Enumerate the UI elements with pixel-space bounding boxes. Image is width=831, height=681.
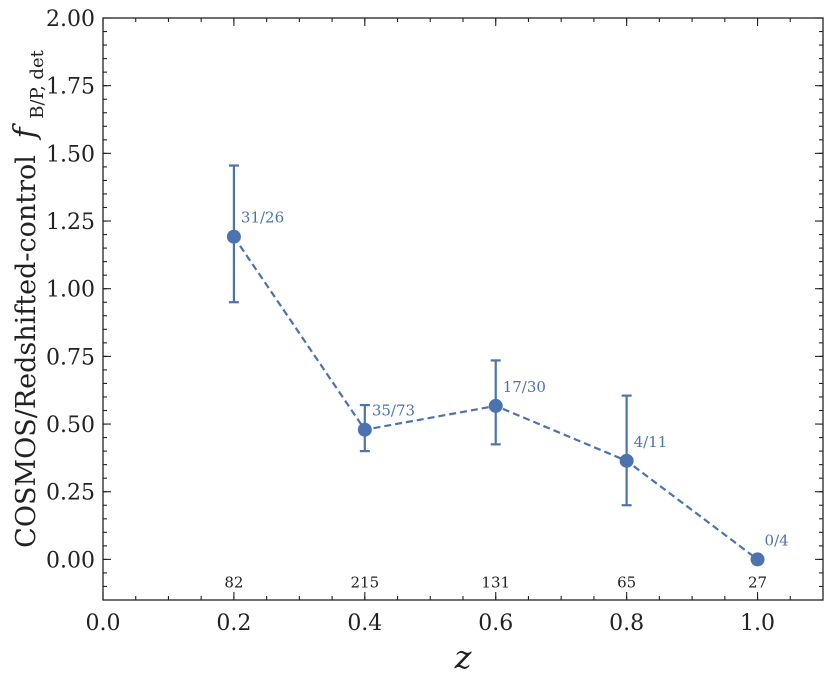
x-tick-label: 0.2 bbox=[216, 611, 251, 636]
point-label: 17/30 bbox=[503, 378, 546, 396]
y-tick-label: 1.25 bbox=[46, 210, 95, 235]
count-label: 82 bbox=[224, 573, 243, 591]
y-tick-label: 1.75 bbox=[46, 75, 95, 100]
x-tick-label: 0.0 bbox=[86, 611, 121, 636]
y-axis-label-symbol: f bbox=[8, 122, 43, 140]
data-point bbox=[226, 229, 241, 244]
data-point bbox=[750, 552, 765, 567]
count-label: 27 bbox=[748, 573, 767, 591]
point-label: 0/4 bbox=[765, 531, 789, 549]
count-label: 215 bbox=[350, 573, 379, 591]
count-label: 65 bbox=[617, 573, 636, 591]
y-tick-label: 0.75 bbox=[46, 345, 95, 370]
y-tick-label: 0.25 bbox=[46, 481, 95, 506]
plot-area: 0.0 0.2 0.4 0.6 0.8 1.0 0.00 0.25 0.50 0.75 1.00 1.… bbox=[46, 7, 823, 636]
y-axis-label: COSMOS/Redshifted-control f B/P, det bbox=[8, 49, 48, 547]
plot-frame bbox=[102, 17, 824, 601]
x-tick-label: 1.0 bbox=[740, 611, 775, 636]
y-tick-label: 2.00 bbox=[46, 7, 95, 32]
x-tick-label: 0.4 bbox=[347, 611, 382, 636]
y-axis-label-group: COSMOS/Redshifted-control f B/P, det bbox=[8, 49, 48, 547]
y-tick-label: 0.50 bbox=[46, 413, 95, 438]
y-tick-label: 0.00 bbox=[46, 548, 95, 573]
data-point bbox=[488, 398, 503, 413]
x-axis-label: z bbox=[454, 638, 473, 676]
x-tick-label: 0.8 bbox=[609, 611, 644, 636]
data-point bbox=[357, 422, 372, 437]
y-axis-label-subscript: B/P, det bbox=[27, 49, 48, 118]
point-label: 35/73 bbox=[372, 402, 415, 420]
point-label: 31/26 bbox=[241, 209, 284, 227]
count-label: 131 bbox=[481, 573, 510, 591]
point-label: 4/11 bbox=[634, 433, 668, 451]
data-point bbox=[619, 453, 634, 468]
y-tick-label: 1.00 bbox=[46, 278, 95, 303]
x-tick-label: 0.6 bbox=[478, 611, 513, 636]
y-tick-label: 1.50 bbox=[46, 142, 95, 167]
y-axis-label-text: COSMOS/Redshifted-control bbox=[11, 155, 42, 548]
